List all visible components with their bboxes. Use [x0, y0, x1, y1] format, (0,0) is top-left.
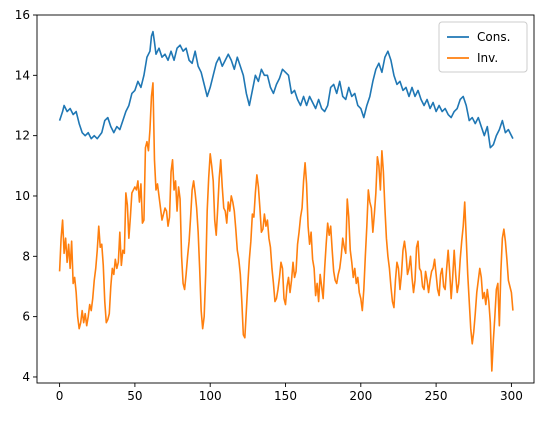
y-tick-label-5: 14 — [15, 68, 30, 82]
series-line-0 — [58, 30, 514, 149]
series-line-1 — [58, 82, 514, 372]
y-axis: 4 6 8 10 12 14 16 — [15, 8, 37, 384]
x-tick-label-4: 200 — [349, 389, 372, 403]
x-tick-label-6: 300 — [500, 389, 523, 403]
plot-lines — [58, 30, 514, 372]
legend-label-0: Cons. — [477, 30, 510, 44]
x-tick-label-0: 0 — [56, 389, 64, 403]
y-tick-label-2: 8 — [22, 249, 30, 263]
y-tick-label-6: 16 — [15, 8, 30, 22]
x-tick-label-5: 250 — [425, 389, 448, 403]
y-tick-label-0: 4 — [22, 370, 30, 384]
y-tick-label-1: 6 — [22, 310, 30, 324]
x-axis: 0 50 100 150 200 250 300 — [56, 383, 523, 403]
legend-label-1: Inv. — [477, 51, 498, 65]
x-tick-label-3: 150 — [274, 389, 297, 403]
legend: Cons. Inv. — [438, 21, 528, 73]
y-tick-label-3: 10 — [15, 189, 30, 203]
x-tick-label-1: 50 — [127, 389, 142, 403]
x-tick-label-2: 100 — [199, 389, 222, 403]
y-tick-label-4: 12 — [15, 129, 30, 143]
legend-box — [438, 21, 528, 73]
